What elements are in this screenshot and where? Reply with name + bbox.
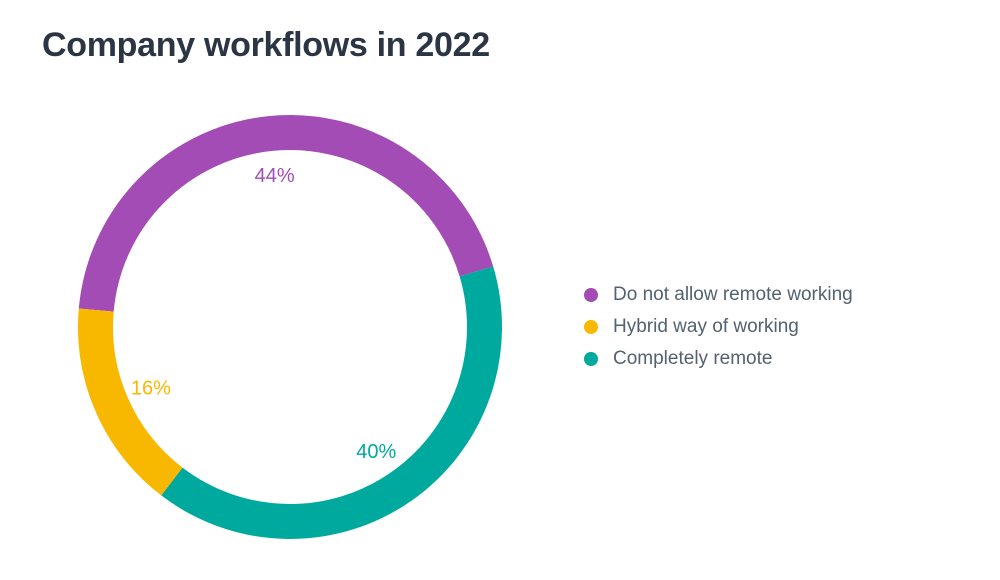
legend-dot-icon: [584, 288, 598, 302]
legend-label: Do not allow remote working: [613, 284, 853, 305]
donut-segment-completely-remote: [161, 266, 502, 539]
donut-segment-hybrid-way-of-working: [78, 308, 183, 496]
legend-label: Completely remote: [613, 348, 773, 369]
legend-dot-icon: [584, 352, 598, 366]
legend-item-completely-remote: Completely remote: [584, 343, 853, 375]
segment-value-label-hybrid-way-of-working: 16%: [131, 377, 171, 399]
donut-segment-do-not-allow-remote-working: [78, 115, 494, 312]
legend-dot-icon: [584, 320, 598, 334]
legend-item-hybrid-way-of-working: Hybrid way of working: [584, 311, 853, 343]
segment-value-label-completely-remote: 40%: [356, 441, 396, 463]
chart-legend: Do not allow remote working Hybrid way o…: [584, 279, 853, 375]
segment-value-label-do-not-allow-remote-working: 44%: [255, 165, 295, 187]
chart-title: Company workflows in 2022: [42, 26, 490, 64]
legend-label: Hybrid way of working: [613, 316, 799, 337]
legend-item-do-not-allow-remote-working: Do not allow remote working: [584, 279, 853, 311]
